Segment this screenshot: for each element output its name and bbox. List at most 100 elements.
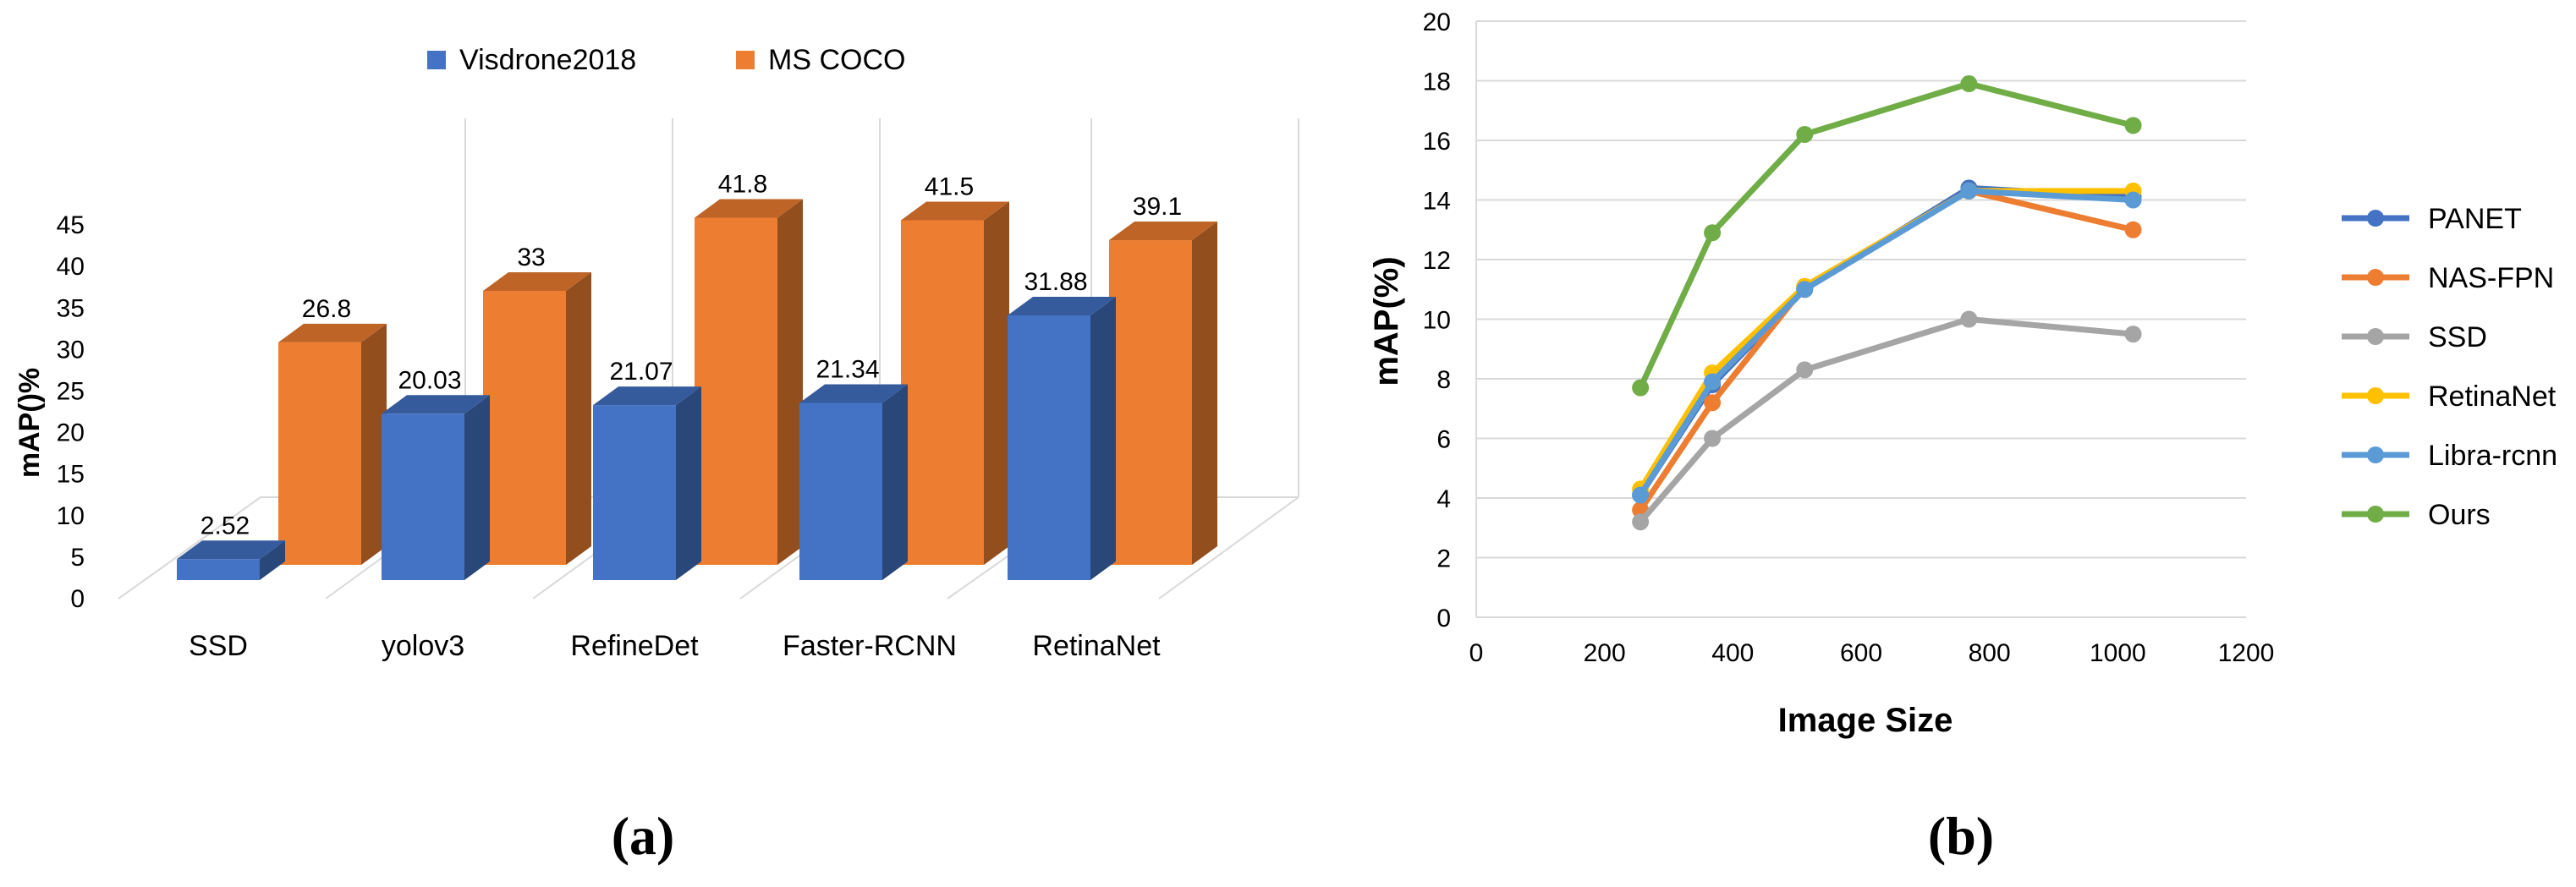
series-libra-rcnn xyxy=(1632,182,2142,504)
y-tick-label: 30 xyxy=(57,336,85,364)
bar-top xyxy=(901,201,1009,221)
line-chart-x-axis-label: Image Size xyxy=(1778,702,1953,739)
floor-gridline xyxy=(1158,496,1299,600)
bar-top xyxy=(695,199,803,218)
legend-marker xyxy=(2367,210,2384,227)
legend-label: Libra-rcnn xyxy=(2428,440,2557,472)
bar-top xyxy=(382,395,490,414)
bar-side xyxy=(566,271,591,565)
data-point xyxy=(1960,310,1978,328)
legend-marker xyxy=(2367,387,2384,404)
bar xyxy=(278,342,361,565)
legend-marker xyxy=(2367,446,2384,463)
data-label: 33 xyxy=(517,244,545,271)
data-point xyxy=(1960,182,1978,200)
data-label: 21.34 xyxy=(816,355,879,383)
bar xyxy=(799,402,882,580)
bar-side xyxy=(464,395,490,580)
bar-side xyxy=(984,201,1009,565)
legend-swatch xyxy=(736,51,755,69)
x-tick-label: 200 xyxy=(1584,639,1626,667)
x-tick-label: 1000 xyxy=(2090,639,2146,667)
data-point xyxy=(2124,221,2142,238)
y-tick-label: 40 xyxy=(57,253,85,281)
y-tick-label: 4 xyxy=(1436,485,1451,513)
bar xyxy=(901,220,984,565)
bar xyxy=(177,559,260,580)
data-label: 39.1 xyxy=(1133,193,1182,221)
category-label: RefineDet xyxy=(570,630,699,662)
series-ms-coco: 26.8 33 41.8 41.5 39.1 xyxy=(278,171,1217,566)
data-point xyxy=(1632,486,1650,504)
y-tick-label: 10 xyxy=(1423,307,1451,335)
bar-top xyxy=(177,540,285,560)
data-label: 41.8 xyxy=(718,171,767,199)
data-point xyxy=(1960,75,1978,93)
y-tick-label: 35 xyxy=(57,294,85,322)
bar-chart-y-ticks: 0 5 10 15 20 25 30 35 40 45 xyxy=(57,211,85,613)
y-tick-label: 20 xyxy=(57,419,85,447)
y-tick-label: 25 xyxy=(57,378,85,406)
legend-label: NAS-FPN xyxy=(2428,262,2554,294)
data-label: 26.8 xyxy=(302,295,351,323)
bar-chart-legend: Visdrone2018 MS COCO xyxy=(427,44,905,76)
line-chart-series xyxy=(1632,75,2142,531)
legend-marker xyxy=(2367,328,2384,345)
data-point xyxy=(1704,224,1722,242)
bar-top xyxy=(1109,222,1217,241)
x-tick-label: 0 xyxy=(1469,639,1484,667)
data-point xyxy=(1796,361,1814,379)
series-visdrone2018: 2.52 20.03 21.07 21.34 31.88 xyxy=(177,268,1116,580)
bar xyxy=(483,290,566,565)
data-label: 31.88 xyxy=(1024,268,1087,296)
category-label: yolov3 xyxy=(382,630,464,662)
data-point xyxy=(1796,281,1814,298)
data-point xyxy=(1704,373,1722,391)
y-tick-label: 18 xyxy=(1423,68,1451,96)
bar xyxy=(1109,240,1192,565)
y-tick-label: 20 xyxy=(1423,8,1451,36)
bar-top xyxy=(593,386,701,406)
y-tick-label: 14 xyxy=(1423,188,1451,216)
bar-top xyxy=(1008,296,1116,315)
x-tick-label: 400 xyxy=(1711,639,1754,667)
bar xyxy=(382,413,464,580)
line-chart-x-ticks: 0 200 400 600 800 1000 1200 xyxy=(1469,639,2275,667)
data-point xyxy=(2124,117,2142,134)
panel-label-a: (a) xyxy=(612,806,675,866)
x-tick-label: 1200 xyxy=(2218,639,2275,667)
legend-label: Visdrone2018 xyxy=(459,44,636,76)
bar-top xyxy=(278,323,387,342)
data-label: 2.52 xyxy=(200,512,250,539)
category-label: RetinaNet xyxy=(1032,630,1161,662)
panel-label-b: (b) xyxy=(1928,806,1994,866)
y-tick-label: 2 xyxy=(1436,545,1451,573)
bar-chart-a: 0 5 10 15 20 25 30 35 40 45 26.8 33 41.8 41.5 39.1 2.5… xyxy=(14,44,1299,866)
bar xyxy=(695,217,777,565)
bar-side xyxy=(1192,222,1217,565)
data-point xyxy=(1632,513,1650,531)
legend-label: SSD xyxy=(2428,321,2487,353)
line-chart-y-ticks: 0 2 4 6 8 10 12 14 16 18 20 xyxy=(1423,8,1451,632)
data-point xyxy=(1796,125,1814,143)
x-tick-label: 800 xyxy=(1969,639,2011,667)
x-tick-label: 600 xyxy=(1840,639,1882,667)
data-point xyxy=(1704,394,1722,412)
y-tick-label: 10 xyxy=(57,502,85,530)
y-tick-label: 45 xyxy=(57,211,85,239)
data-point xyxy=(2124,191,2142,209)
series-ssd xyxy=(1632,310,2142,531)
bar-side xyxy=(882,384,908,580)
series-ours xyxy=(1632,75,2142,397)
y-tick-label: 5 xyxy=(70,544,85,572)
legend-marker xyxy=(2367,269,2384,286)
category-label: SSD xyxy=(189,630,248,662)
bar-chart-bars: 26.8 33 41.8 41.5 39.1 2.52 20.03 21.07 21.34 31.… xyxy=(177,171,1217,580)
y-tick-label: 6 xyxy=(1436,426,1451,454)
legend-label: RetinaNet xyxy=(2428,381,2557,413)
bar-side xyxy=(260,540,285,580)
legend-swatch xyxy=(427,51,446,69)
bar-side xyxy=(676,386,701,580)
legend-label: Ours xyxy=(2428,499,2491,531)
